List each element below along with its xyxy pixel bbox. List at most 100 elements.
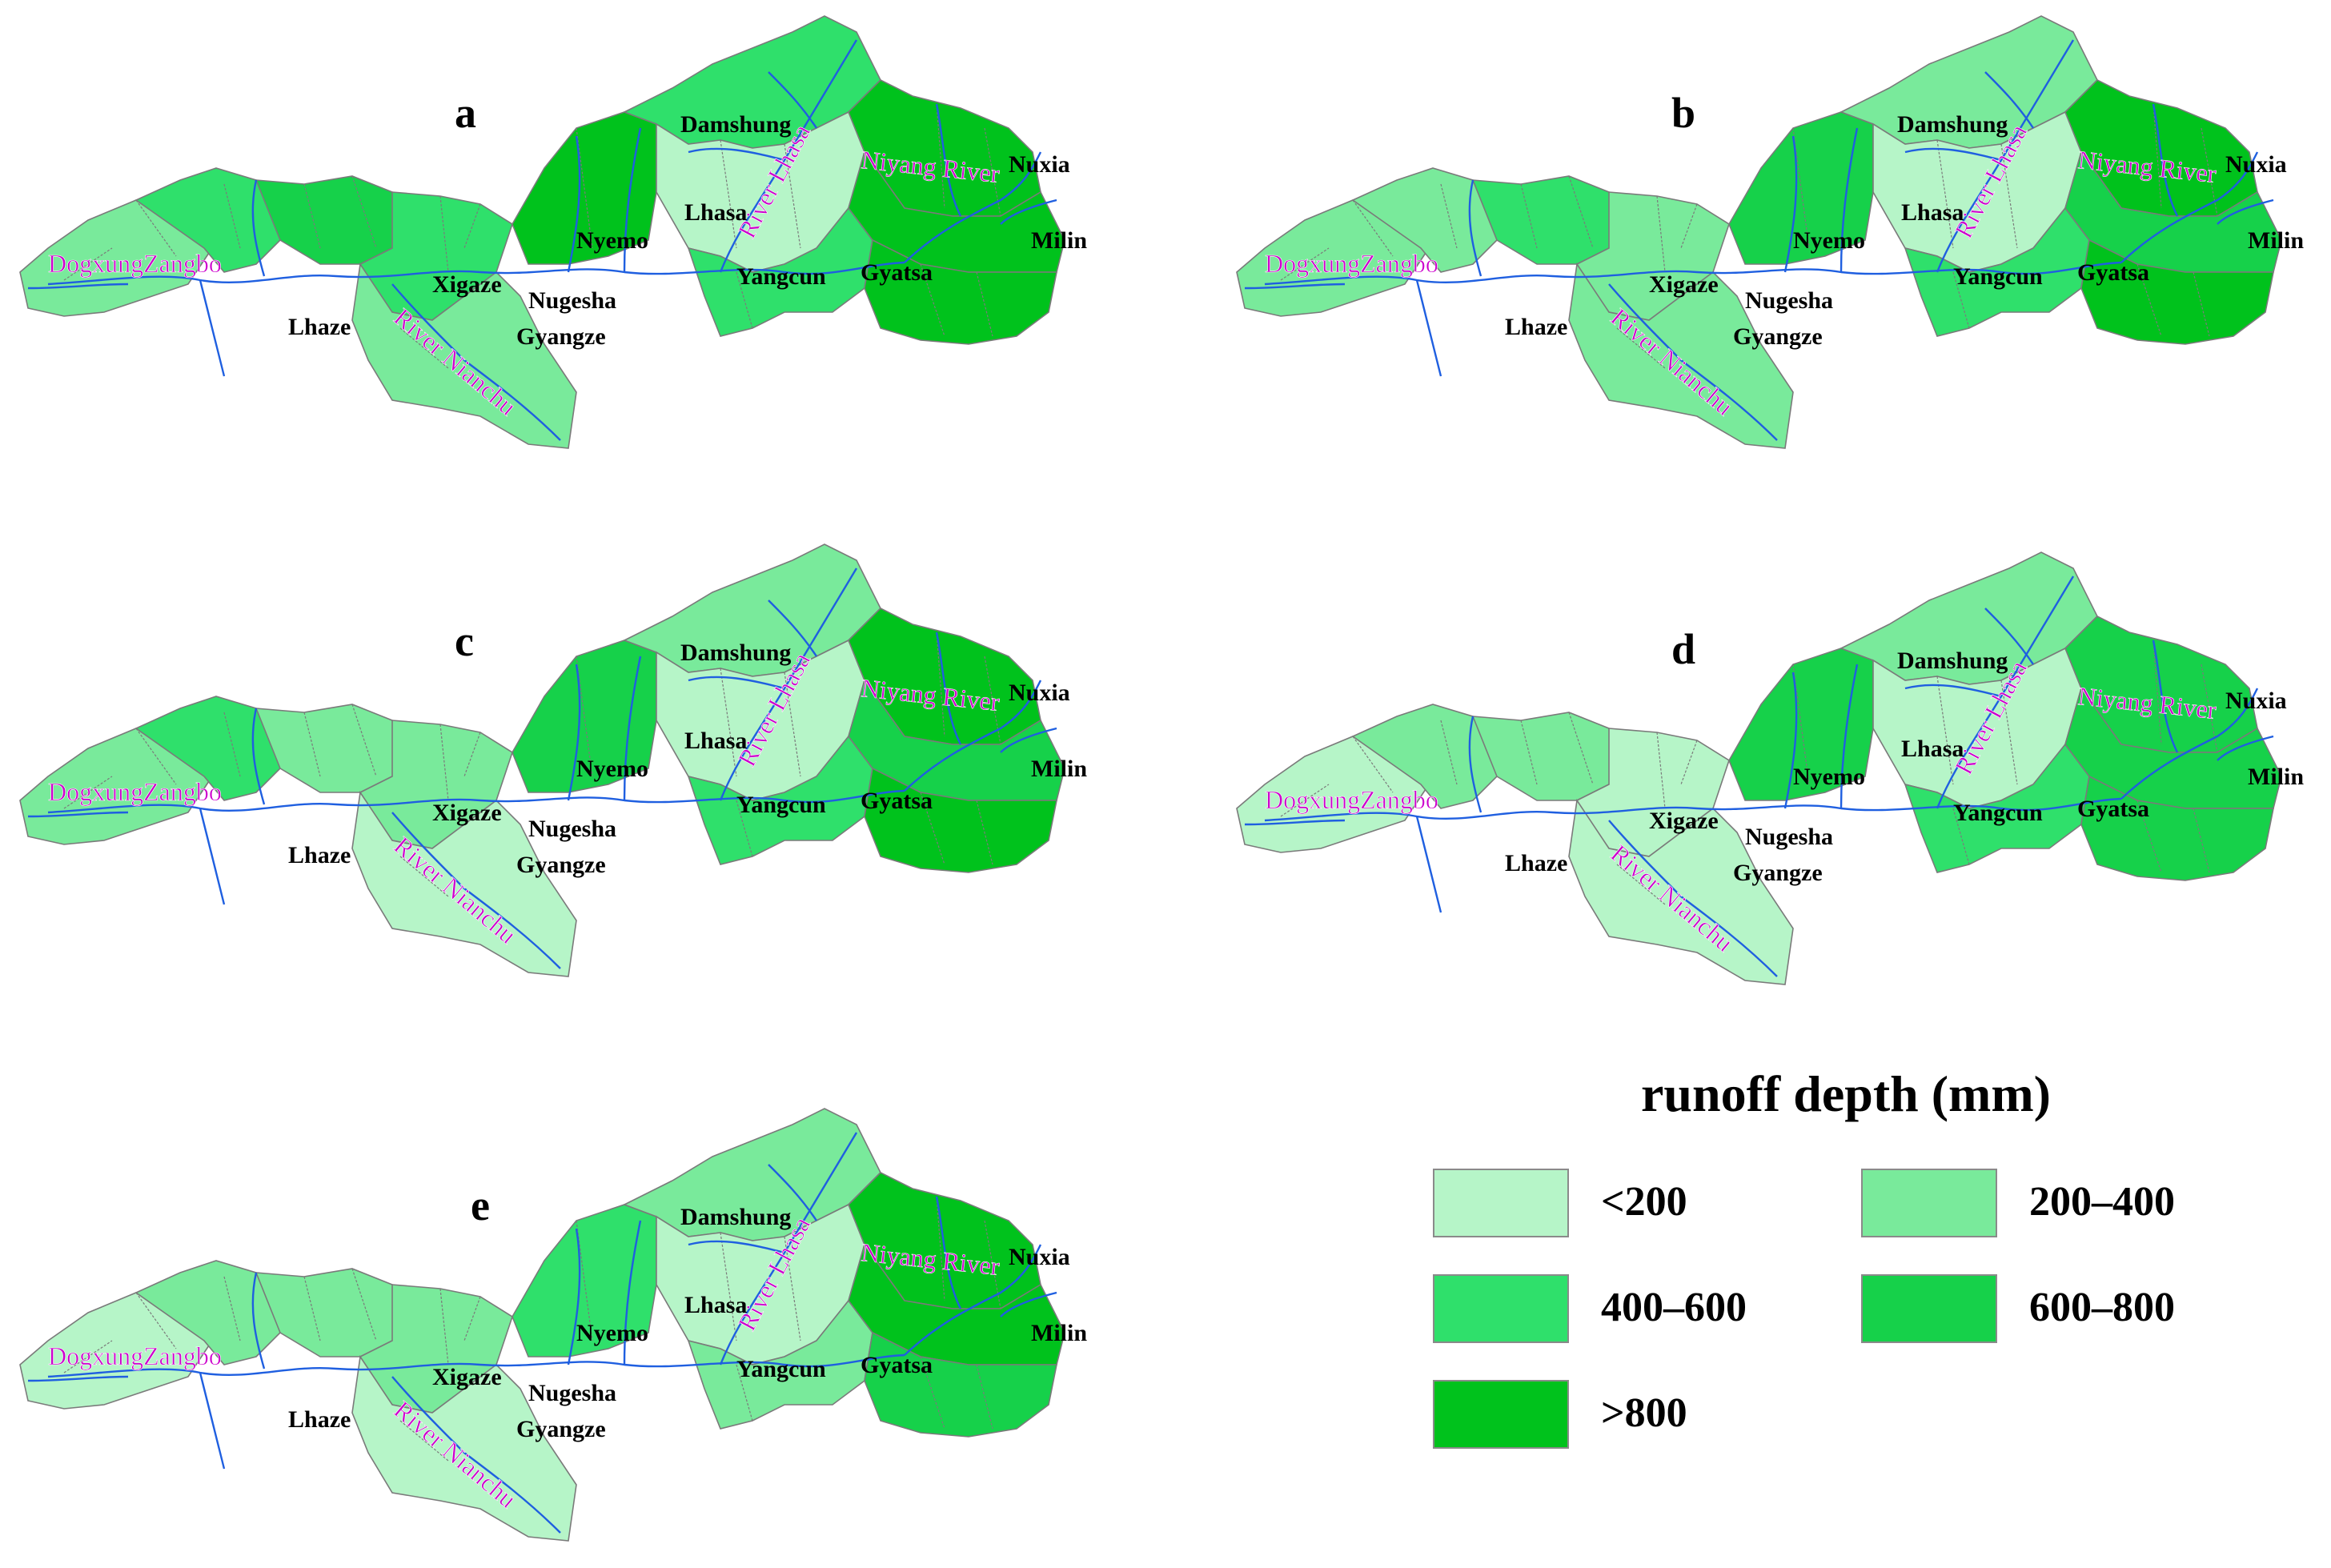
town-label-gyangze: Gyangze [1733, 323, 1823, 350]
subbasin-gyatsa_south [2080, 239, 2274, 345]
subbasin-boundary-line [135, 199, 177, 257]
subbasin-layer [1236, 15, 2282, 449]
subbasin-boundary-line [720, 668, 737, 777]
subbasin-boundary-line [135, 728, 177, 785]
subbasin-boundary-line [736, 800, 753, 857]
river-line [1000, 727, 1057, 753]
subbasin-boundary-line [720, 1232, 737, 1341]
town-label-nuxia: Nuxia [2225, 151, 2287, 178]
town-label-lhasa: Lhasa [1901, 199, 1964, 226]
town-label-gyatsa: Gyatsa [2077, 259, 2149, 286]
river-line [1783, 672, 1798, 809]
legend-swatch [1433, 1380, 1569, 1449]
river-line [719, 567, 858, 801]
town-label-nugesha: Nugesha [1745, 824, 1833, 850]
river-network [1244, 575, 2274, 977]
subbasin-boundary-line [920, 1356, 945, 1430]
town-label-lhaze: Lhaze [1505, 850, 1567, 876]
legend-item-gt800: >800 [1433, 1380, 1817, 1452]
river-line [688, 676, 785, 690]
town-label-nyemo: Nyemo [1793, 764, 1865, 790]
subbasin-boundaries [63, 103, 1001, 369]
river-line [1936, 39, 2075, 273]
town-label-lhaze: Lhaze [288, 314, 351, 340]
river-line [567, 135, 581, 273]
river-line [904, 680, 1042, 792]
river-line [199, 279, 226, 377]
map-panel-e: e Damshung Lhasa Nyemo Xigaze Nugesha Gyangze… [16, 1101, 1137, 1549]
legend-item-600-800: 600–800 [1861, 1274, 2245, 1346]
subbasin-boundary-line [63, 776, 113, 809]
river-line [719, 1132, 858, 1365]
basin-map-svg: Damshung Lhasa Nyemo Xigaze Nugesha Gyangze Lh… [19, 543, 1087, 977]
river-line [719, 39, 858, 273]
subbasin-boundary-line [439, 1288, 449, 1365]
town-label-nyemo: Nyemo [576, 227, 648, 254]
subbasin-boundary-line [1352, 199, 1394, 257]
town-label-xigaze: Xigaze [432, 271, 502, 298]
river-label-dogxung: DogxungZangbo [1265, 785, 1438, 814]
river-line [1840, 664, 1859, 809]
river-network [27, 1132, 1057, 1534]
river-line [391, 283, 561, 441]
subbasin-boundary-line [2000, 143, 2018, 249]
town-label-lhasa: Lhasa [684, 1292, 747, 1318]
river-line [935, 1196, 962, 1309]
legend-swatch [1433, 1169, 1569, 1237]
legend-label: >800 [1601, 1390, 1687, 1436]
subbasin-boundary-line [1616, 864, 1666, 905]
town-label-gyatsa: Gyatsa [861, 788, 933, 814]
river-line [1904, 684, 2002, 698]
river-line [935, 103, 962, 217]
town-label-xigaze: Xigaze [1649, 271, 1719, 298]
subbasin-boundary-line [576, 656, 593, 777]
town-label-milin: Milin [1031, 227, 1087, 254]
subbasin-boundary-line [1352, 736, 1394, 793]
subbasin-boundary-line [2201, 664, 2218, 753]
subbasin-boundary-line [936, 1196, 945, 1301]
subbasin-boundary-line [1568, 175, 1594, 249]
river-line [1415, 816, 1442, 913]
town-label-gyatsa: Gyatsa [2077, 796, 2149, 822]
legend-item-400-600: 400–600 [1433, 1274, 1817, 1346]
town-label-gyatsa: Gyatsa [861, 1352, 933, 1378]
subbasin-gyatsa_south [2080, 775, 2274, 881]
subbasin-boundary-line [1568, 712, 1594, 785]
town-label-milin: Milin [1031, 756, 1087, 782]
panel-letter: d [1671, 625, 1696, 673]
river-line [2120, 688, 2259, 800]
river-line [1783, 135, 1798, 273]
legend-label: 400–600 [1601, 1285, 1747, 1330]
subbasin-boundary-line [399, 856, 449, 897]
subbasin-layer [19, 1108, 1065, 1542]
river-line [1608, 820, 1778, 977]
town-label-damshung: Damshung [680, 1204, 791, 1230]
subbasin-boundary-line [1440, 183, 1458, 249]
town-label-yangcun: Yangcun [1953, 263, 2043, 290]
subbasin-boundaries [63, 632, 1001, 897]
subbasin-boundary-line [2193, 808, 2210, 873]
river-line [27, 1375, 129, 1382]
river-line [623, 656, 642, 801]
river-line [1984, 608, 2034, 665]
river-line [1608, 283, 1778, 441]
town-label-lhaze: Lhaze [288, 842, 351, 868]
town-label-damshung: Damshung [1897, 648, 2008, 674]
legend-swatch [1861, 1169, 1997, 1237]
town-label-gyangze: Gyangze [516, 1416, 606, 1442]
river-line [623, 127, 642, 273]
river-line [688, 147, 785, 162]
subbasin-boundary-line [2136, 263, 2162, 337]
river-line [391, 1376, 561, 1534]
basin-map-svg: Damshung Lhasa Nyemo Xigaze Nugesha Gyangze Lh… [19, 15, 1087, 449]
river-line [904, 1244, 1042, 1356]
subbasin-gyatsa_south [864, 1331, 1057, 1438]
subbasin-boundary-line [2152, 103, 2162, 209]
subbasin-layer [1236, 551, 2282, 985]
subbasin-boundary-line [784, 143, 801, 249]
river-line [1000, 1291, 1057, 1317]
river-label-dogxung: DogxungZangbo [48, 777, 222, 806]
subbasin-boundary-line [1656, 732, 1666, 809]
subbasin-boundary-line [976, 800, 993, 865]
town-label-damshung: Damshung [1897, 111, 2008, 138]
